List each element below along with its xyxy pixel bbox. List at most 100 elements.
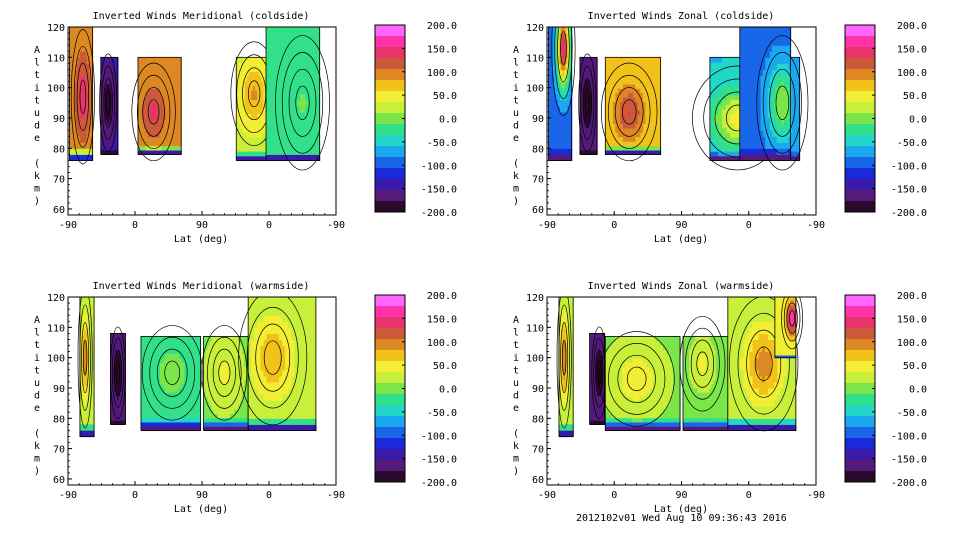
contour-cell: [569, 117, 572, 125]
contour-cell: [283, 63, 287, 71]
contour-cell: [287, 39, 291, 46]
contour-cell: [617, 145, 621, 151]
contour-cell: [553, 105, 556, 113]
contour-line: [100, 56, 119, 155]
contour-cell: [760, 130, 764, 137]
contour-cell: [81, 81, 83, 89]
contour-cell: [179, 92, 182, 98]
contour-cell: [568, 105, 571, 113]
contour-cell: [257, 136, 260, 143]
contour-cell: [266, 81, 270, 89]
contour-cell: [83, 111, 85, 119]
contour-cell: [650, 61, 654, 67]
contour-cell: [109, 66, 111, 72]
contour-cell: [739, 93, 743, 101]
contour-cell: [110, 92, 113, 98]
contour-cell: [560, 69, 562, 77]
contour-cell: [297, 39, 301, 46]
contour-cell: [110, 74, 113, 80]
contour-cell: [590, 70, 592, 76]
contour-cell: [751, 105, 755, 113]
contour-cell: [259, 85, 263, 91]
contour-cell: [776, 81, 780, 89]
contour-cell: [765, 75, 769, 83]
contour-cell: [751, 39, 755, 46]
contour-cell: [115, 57, 117, 63]
contour-cell: [586, 57, 589, 63]
contour-cell: [620, 70, 624, 76]
contour-cell: [658, 105, 662, 111]
contour-cell: [84, 148, 86, 155]
contour-cell: [564, 33, 566, 40]
contour-cell: [102, 141, 104, 147]
contour-cell: [108, 119, 110, 125]
contour-cell: [106, 132, 109, 138]
contour-cell: [101, 105, 103, 111]
contour-cell: [75, 39, 78, 46]
contour-cell: [549, 142, 552, 149]
contour-cell: [658, 101, 662, 107]
contour-cell: [554, 63, 557, 71]
contour-cell: [107, 74, 110, 80]
contour-cell: [776, 117, 780, 125]
contour-cell: [248, 118, 252, 124]
contour-cell: [179, 74, 182, 80]
contour-cell: [755, 63, 759, 71]
contour-cell: [139, 88, 143, 94]
contour-cell: [302, 136, 306, 143]
contour-cell: [589, 123, 591, 129]
contour-cell: [586, 123, 589, 129]
contour-cell: [76, 148, 79, 155]
contour-cell: [137, 61, 141, 67]
contour-cell: [242, 141, 246, 147]
contour-cell: [250, 71, 254, 77]
contour-cell: [607, 79, 611, 85]
contour-cell: [620, 141, 624, 147]
contour-cell: [139, 127, 143, 133]
contour-cell: [110, 110, 113, 116]
contour-cell: [309, 105, 313, 113]
colorbar-tick-label: 0.0: [439, 115, 457, 126]
contour-cell: [302, 87, 306, 95]
contour-cell: [550, 39, 553, 46]
contour-cell: [106, 141, 108, 147]
contour-cell: [300, 93, 304, 101]
contour-cell: [248, 141, 252, 147]
contour-cell: [151, 66, 155, 72]
contour-cell: [175, 70, 178, 76]
contour-cell: [779, 33, 782, 40]
contour-cell: [627, 149, 632, 155]
contour-cell: [273, 154, 277, 162]
contour-cell: [564, 45, 566, 52]
contour-cell: [244, 151, 248, 157]
contour-cell: [776, 57, 780, 64]
contour-cell: [625, 88, 629, 94]
contour-cell: [261, 99, 265, 105]
contour-cell: [179, 149, 182, 155]
contour-cell: [774, 27, 778, 34]
contour-cell: [762, 57, 766, 64]
contour-cell: [275, 117, 279, 125]
y-tick-label: 120: [47, 23, 65, 34]
contour-cell: [588, 136, 590, 142]
contour-cell: [645, 136, 649, 142]
contour-cell: [101, 57, 103, 63]
contour-line: [147, 99, 160, 125]
contour-cell: [90, 69, 93, 77]
contour-cell: [177, 66, 180, 72]
contour-cell: [74, 136, 77, 143]
contour-cell: [236, 108, 239, 115]
contour-cell: [583, 110, 586, 116]
contour-cell: [581, 74, 583, 80]
contour-cell: [305, 148, 309, 155]
contour-cell: [244, 113, 248, 119]
contour-cell: [791, 80, 797, 87]
contour-cell: [76, 63, 79, 71]
contour-cell: [630, 92, 634, 98]
contour-cell: [104, 149, 107, 155]
contour-cell: [785, 136, 789, 143]
contour-cell: [81, 111, 83, 119]
contour-cell: [287, 117, 291, 125]
contour-cell: [253, 151, 256, 157]
contour-cell: [302, 99, 306, 107]
